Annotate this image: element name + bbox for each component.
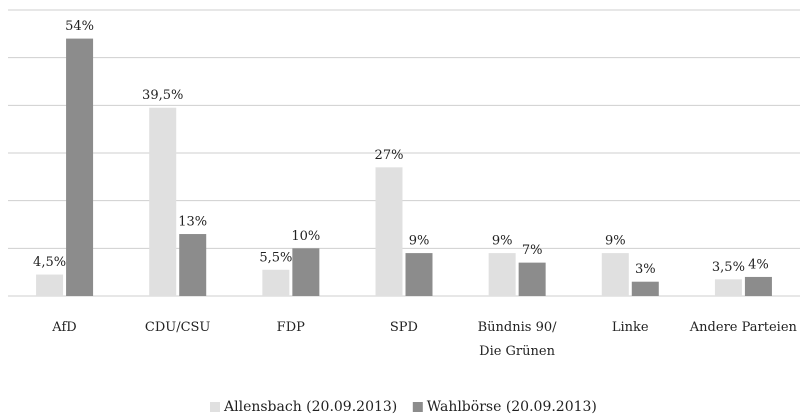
bar: [149, 107, 177, 296]
value-label: 39,5%: [142, 88, 183, 103]
bar: [518, 262, 546, 296]
x-tick-label: FDP: [276, 320, 305, 335]
legend-swatch: [412, 402, 423, 412]
bar: [601, 253, 629, 296]
bar: [179, 234, 207, 296]
value-label: 5,5%: [259, 250, 292, 265]
value-label: 7%: [522, 243, 543, 258]
value-label: 9%: [492, 234, 513, 249]
bar: [405, 253, 433, 296]
value-label: 4,5%: [33, 255, 66, 270]
value-label: 3%: [635, 262, 656, 277]
value-label: 9%: [605, 234, 626, 249]
value-label: 13%: [178, 215, 207, 230]
bar: [36, 274, 64, 296]
bar: [292, 248, 320, 296]
value-label: 54%: [65, 19, 94, 34]
value-label: 4%: [748, 257, 769, 272]
legend-label: Wahlbörse (20.09.2013): [427, 399, 597, 415]
value-label: 10%: [291, 229, 320, 244]
bar: [375, 167, 403, 296]
bar: [262, 269, 290, 296]
bar: [714, 279, 742, 296]
legend-swatch: [210, 402, 220, 412]
value-label: 3,5%: [712, 260, 745, 275]
bar: [66, 38, 94, 296]
value-label: 9%: [409, 234, 430, 249]
x-tick-label: Bündnis 90/ Die Grünen: [477, 320, 557, 359]
legend-label: Allensbach (20.09.2013): [223, 399, 397, 415]
x-tick-label: SPD: [389, 320, 418, 335]
value-label: 27%: [375, 148, 404, 163]
x-tick-label: AfD: [52, 320, 77, 335]
bar: [488, 253, 516, 296]
bar: [631, 281, 659, 296]
x-tick-label: Linke: [611, 320, 649, 335]
bar: [744, 276, 772, 296]
x-tick-label: CDU/CSU: [144, 320, 211, 335]
x-tick-label: Andere Parteien: [689, 320, 797, 335]
